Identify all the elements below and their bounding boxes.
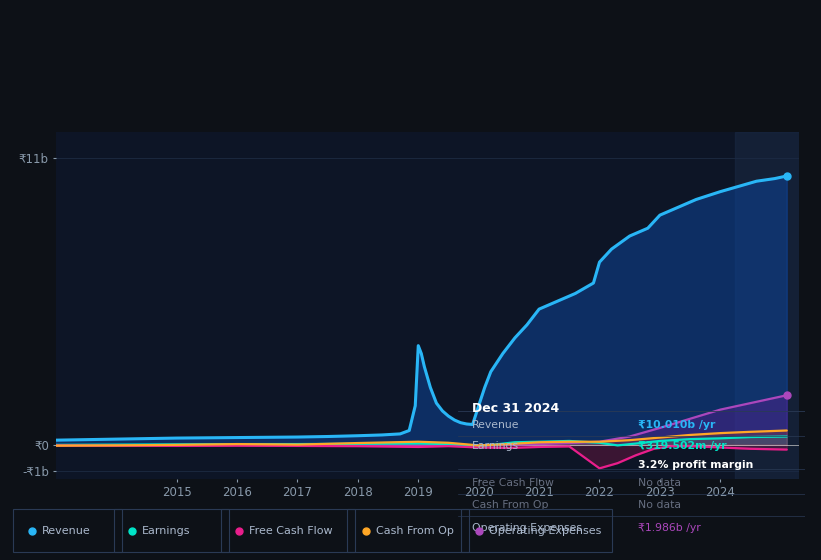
Text: Free Cash Flow: Free Cash Flow — [249, 526, 333, 535]
Text: Earnings: Earnings — [472, 441, 519, 451]
Text: ₹319.502m /yr: ₹319.502m /yr — [638, 441, 727, 451]
Text: Revenue: Revenue — [41, 526, 90, 535]
Bar — [736, 132, 821, 479]
Text: Cash From Op: Cash From Op — [376, 526, 453, 535]
Text: Operating Expenses: Operating Expenses — [489, 526, 602, 535]
Text: 3.2% profit margin: 3.2% profit margin — [638, 460, 754, 470]
Text: ₹10.010b /yr: ₹10.010b /yr — [638, 420, 716, 430]
Text: Free Cash Flow: Free Cash Flow — [472, 478, 554, 488]
Text: ₹1.986b /yr: ₹1.986b /yr — [638, 522, 701, 533]
Text: Earnings: Earnings — [142, 526, 190, 535]
Text: Revenue: Revenue — [472, 420, 520, 430]
Text: Cash From Op: Cash From Op — [472, 500, 548, 510]
Text: Dec 31 2024: Dec 31 2024 — [472, 402, 559, 415]
Text: Operating Expenses: Operating Expenses — [472, 522, 582, 533]
Text: No data: No data — [638, 500, 681, 510]
Text: No data: No data — [638, 478, 681, 488]
